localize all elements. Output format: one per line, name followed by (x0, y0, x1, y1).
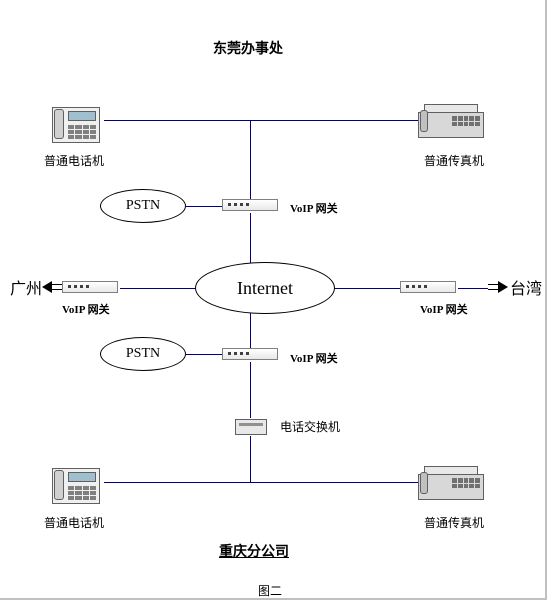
pbx-label: 电话交换机 (280, 418, 340, 435)
arrow-left-icon (42, 281, 52, 293)
caption: 图二 (258, 582, 282, 599)
phone-bottom-label: 普通电话机 (44, 514, 104, 531)
voip-gateway-top (222, 199, 280, 213)
voip-gateway-top-label: VoIP 网关 (290, 200, 338, 216)
diagram-canvas: 东莞办事处 重庆分公司 图二 广州 台湾 Internet PSTN PSTN (0, 0, 547, 600)
left-city-label: 广州 (10, 275, 42, 299)
line-right-gw-arrow (458, 288, 488, 289)
voip-gateway-bottom-label: VoIP 网关 (290, 350, 338, 366)
title-top: 东莞办事处 (213, 38, 283, 58)
pstn-top: PSTN (100, 189, 186, 223)
pbx-device (235, 413, 269, 437)
line-bottom-gw-pbx (250, 362, 251, 418)
voip-gateway-right-label: VoIP 网关 (420, 301, 468, 317)
pstn-bottom: PSTN (100, 337, 186, 371)
title-bottom: 重庆分公司 (219, 541, 289, 561)
line-internet-left-gw (120, 288, 198, 289)
phone-bottom (52, 458, 102, 506)
voip-gateway-right (400, 281, 458, 295)
arrow-right-stem (488, 284, 498, 290)
internet-cloud: Internet (195, 262, 335, 314)
line-top-gw-internet (250, 213, 251, 264)
fax-bottom (418, 462, 486, 502)
fax-top-label: 普通传真机 (424, 152, 484, 169)
line-internet-bottom-gw (250, 313, 251, 348)
pstn-bottom-label: PSTN (126, 346, 160, 362)
line-internet-right-gw (333, 288, 400, 289)
voip-gateway-left (62, 281, 120, 295)
fax-bottom-label: 普通传真机 (424, 514, 484, 531)
phone-top (52, 97, 102, 145)
arrow-left-stem (52, 284, 62, 290)
line-pstn-bottom-gw (186, 354, 222, 355)
line-top-bus (104, 120, 454, 121)
voip-gateway-bottom (222, 348, 280, 362)
fax-top (418, 100, 486, 140)
phone-top-label: 普通电话机 (44, 152, 104, 169)
internet-label: Internet (237, 278, 293, 299)
pstn-top-label: PSTN (126, 198, 160, 214)
line-pstn-top-gw (186, 206, 222, 207)
line-bottom-bus (104, 482, 454, 483)
line-bus-to-top-gw (250, 120, 251, 199)
voip-gateway-left-label: VoIP 网关 (62, 301, 110, 317)
line-pbx-bottom-bus (250, 436, 251, 482)
right-city-label: 台湾 (510, 275, 542, 299)
arrow-right-icon (498, 281, 508, 293)
